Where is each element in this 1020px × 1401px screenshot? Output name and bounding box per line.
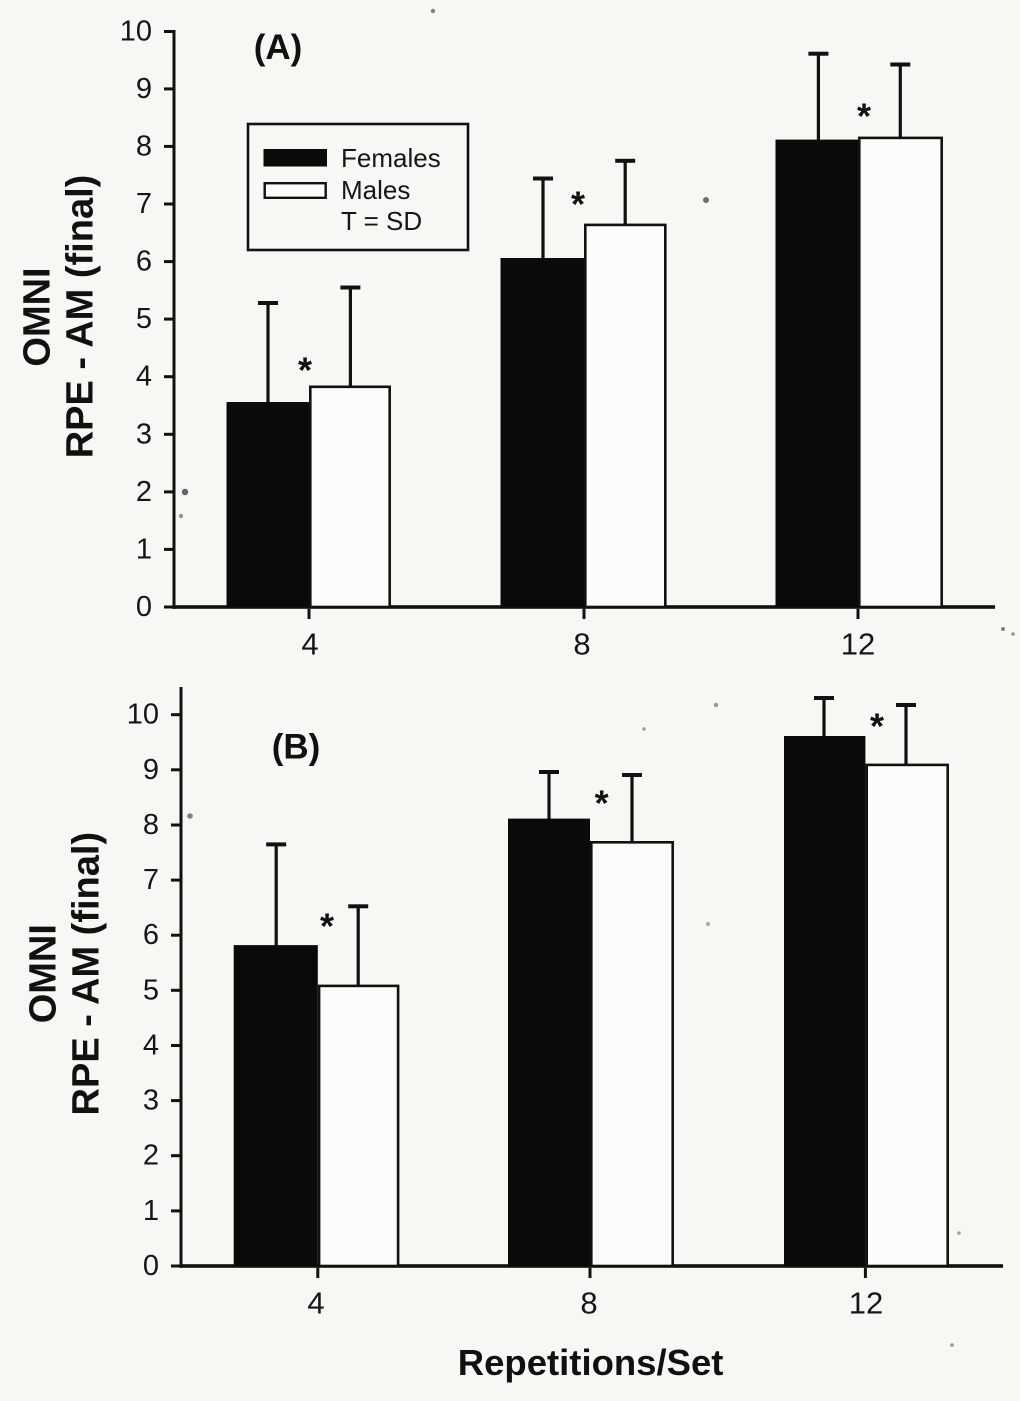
svg-text:(B): (B) bbox=[272, 728, 321, 767]
svg-text:5: 5 bbox=[136, 303, 152, 335]
svg-text:4: 4 bbox=[307, 1286, 324, 1321]
svg-text:*: * bbox=[571, 184, 585, 225]
svg-text:9: 9 bbox=[136, 73, 152, 105]
svg-text:Females: Females bbox=[341, 143, 441, 173]
svg-text:6: 6 bbox=[136, 246, 152, 278]
svg-text:12: 12 bbox=[849, 1286, 883, 1321]
svg-text:1: 1 bbox=[143, 1195, 159, 1227]
svg-text:3: 3 bbox=[143, 1085, 159, 1117]
svg-text:*: * bbox=[595, 783, 609, 824]
svg-text:OMNI: OMNI bbox=[23, 924, 65, 1023]
svg-text:8: 8 bbox=[573, 627, 590, 662]
svg-text:10: 10 bbox=[127, 699, 159, 731]
svg-text:2: 2 bbox=[143, 1140, 159, 1172]
svg-text:10: 10 bbox=[120, 16, 152, 48]
svg-text:*: * bbox=[320, 906, 334, 947]
svg-text:Repetitions/Set: Repetitions/Set bbox=[458, 1342, 724, 1383]
svg-text:3: 3 bbox=[136, 418, 152, 450]
svg-text:0: 0 bbox=[143, 1250, 159, 1282]
svg-text:(A): (A) bbox=[254, 28, 303, 67]
svg-text:Males: Males bbox=[341, 175, 410, 205]
svg-text:*: * bbox=[298, 350, 312, 391]
svg-text:8: 8 bbox=[580, 1286, 597, 1321]
svg-text:8: 8 bbox=[143, 809, 159, 841]
svg-text:2: 2 bbox=[136, 476, 152, 508]
svg-text:*: * bbox=[857, 96, 871, 137]
svg-text:1: 1 bbox=[136, 533, 152, 565]
svg-text:T = SD: T = SD bbox=[341, 206, 422, 236]
svg-text:RPE - AM (final): RPE - AM (final) bbox=[65, 832, 107, 1116]
svg-text:4: 4 bbox=[143, 1030, 159, 1062]
svg-text:*: * bbox=[870, 706, 884, 747]
svg-text:7: 7 bbox=[136, 188, 152, 220]
svg-text:4: 4 bbox=[136, 361, 152, 393]
svg-text:7: 7 bbox=[143, 864, 159, 896]
svg-text:8: 8 bbox=[136, 130, 152, 162]
svg-text:RPE - AM (final): RPE - AM (final) bbox=[60, 175, 102, 459]
svg-text:5: 5 bbox=[143, 974, 159, 1006]
svg-text:9: 9 bbox=[143, 754, 159, 786]
svg-text:4: 4 bbox=[301, 627, 318, 662]
svg-text:6: 6 bbox=[143, 919, 159, 951]
svg-text:12: 12 bbox=[841, 627, 875, 662]
svg-text:0: 0 bbox=[136, 591, 152, 623]
svg-text:OMNI: OMNI bbox=[17, 267, 59, 366]
